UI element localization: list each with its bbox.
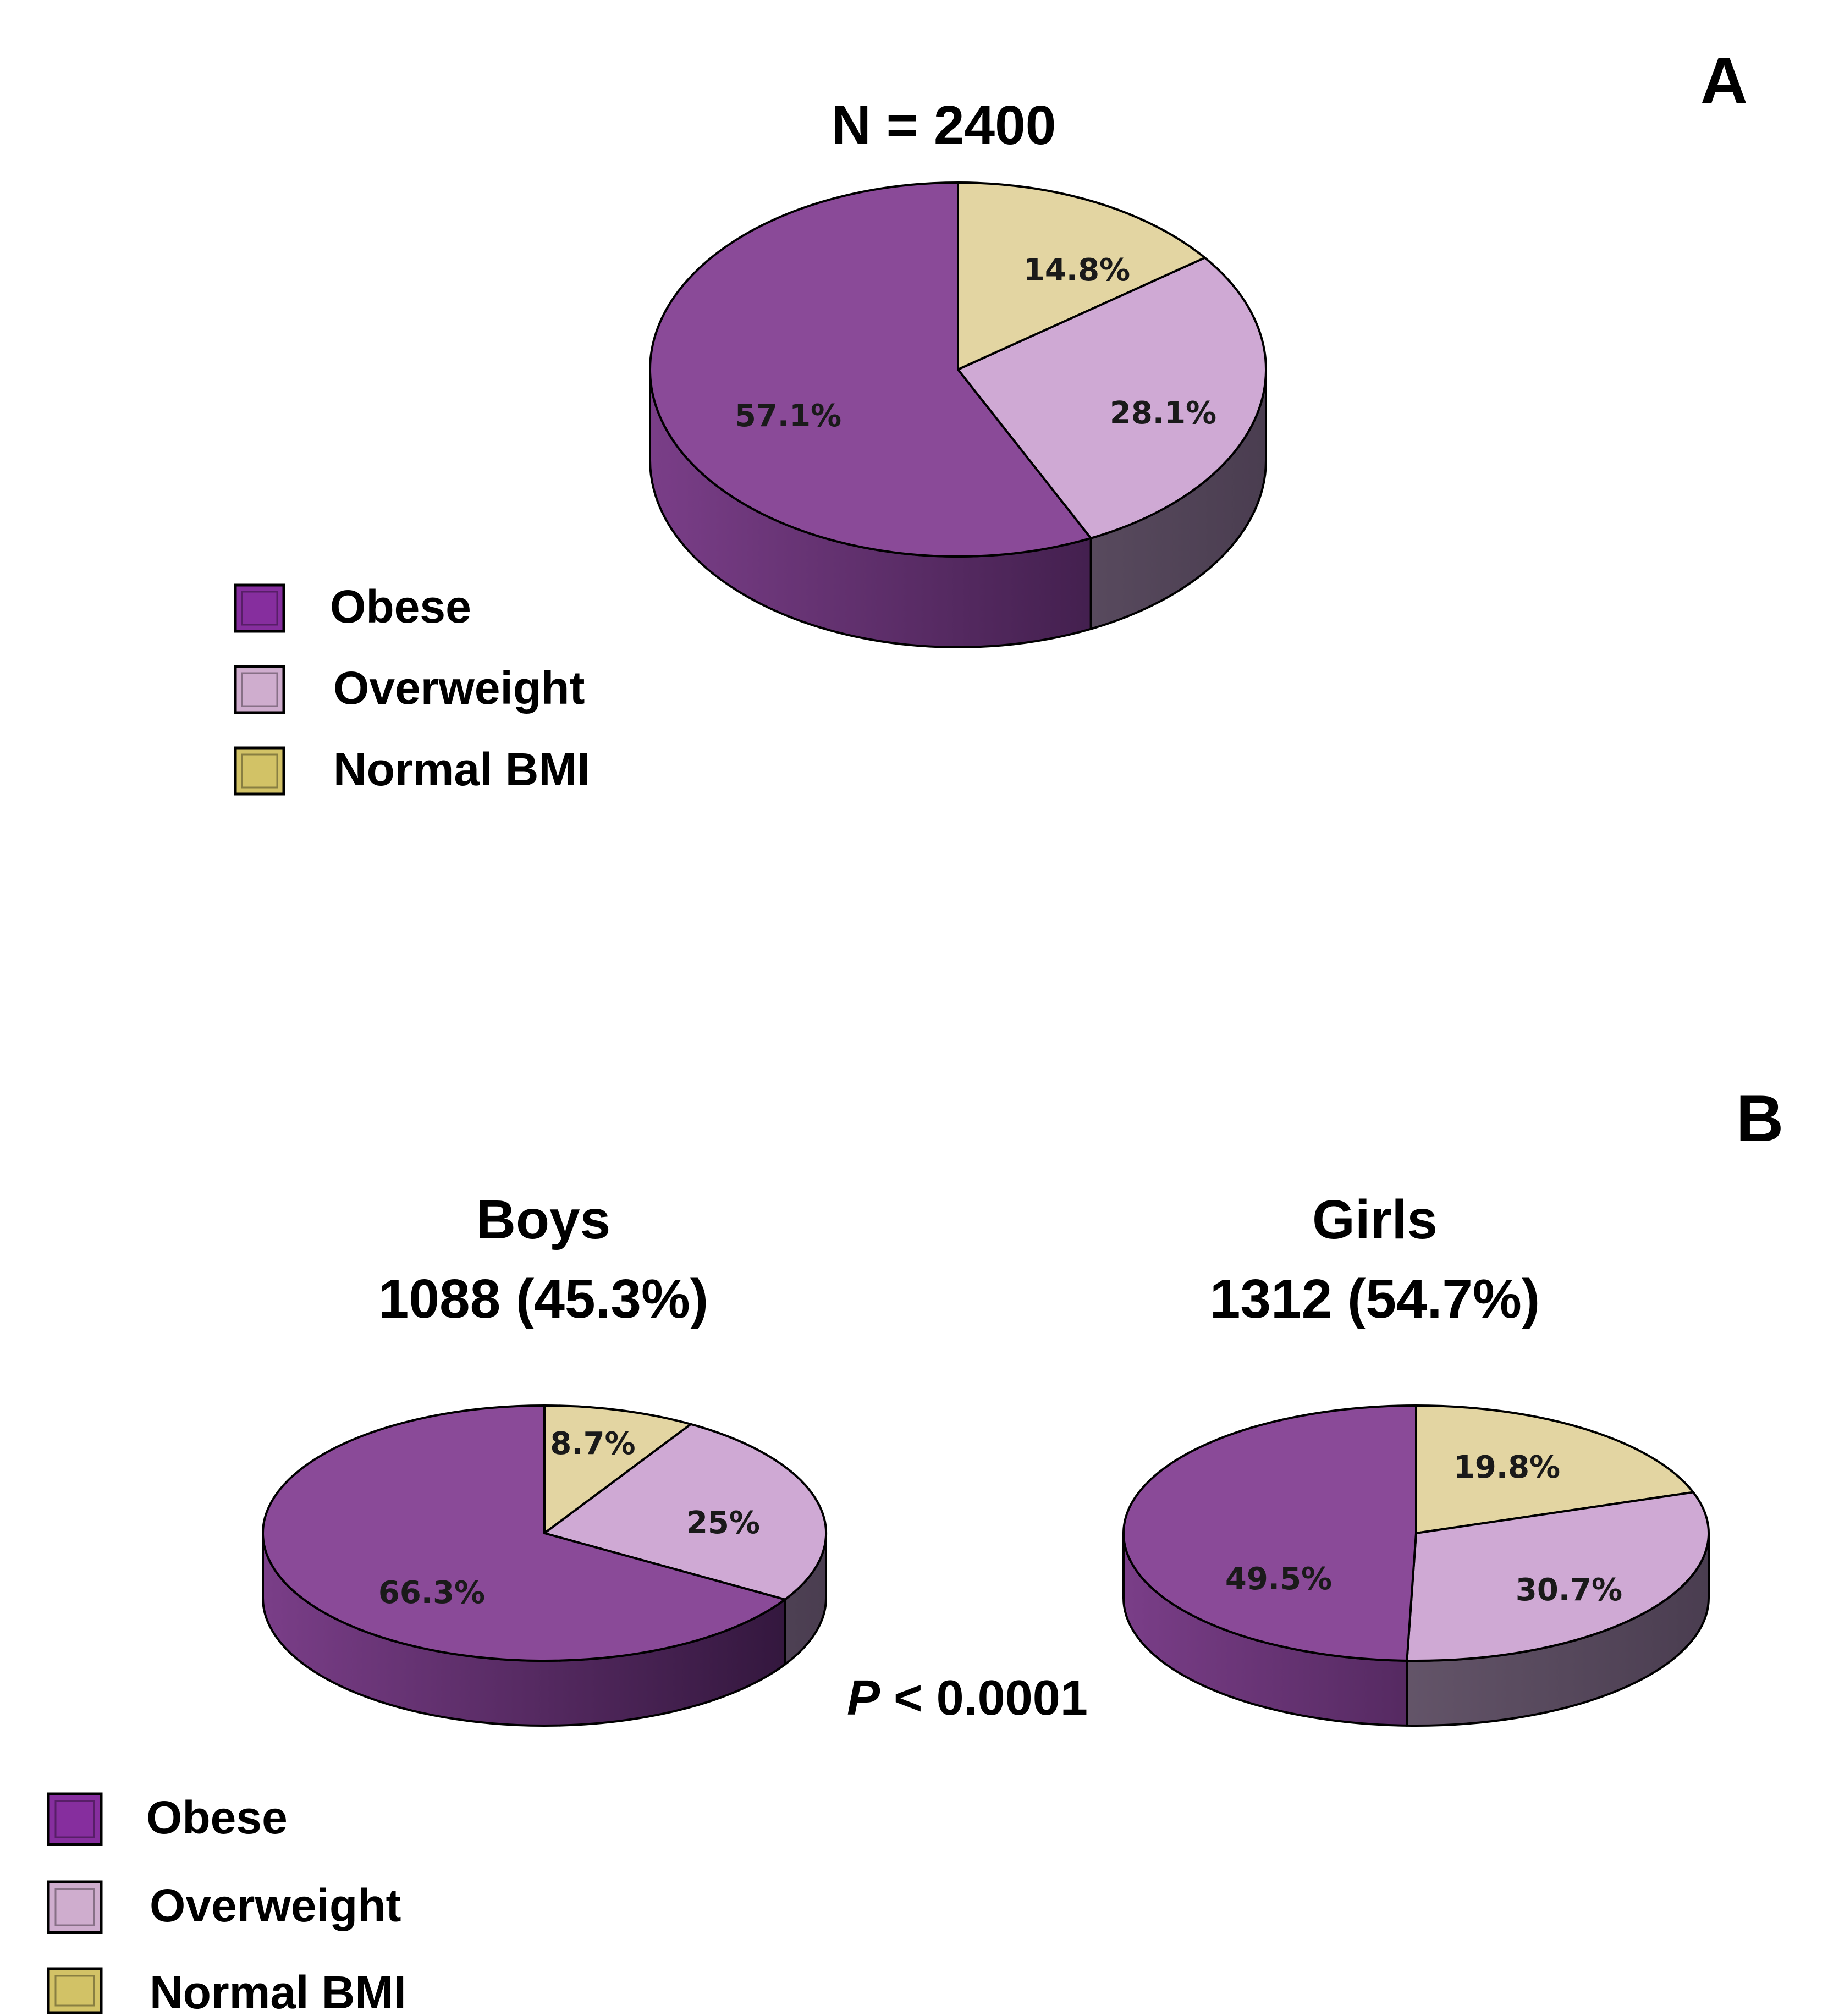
- chart-girls-subtitle: 1312 (54.7%): [1210, 1268, 1540, 1330]
- legend-label-overweight: Overweight: [150, 1880, 401, 1931]
- pie-boys-label-normal: 8.7%: [550, 1426, 635, 1462]
- legend-swatch-obese-bevel: [241, 591, 278, 626]
- chart-boys-title: Boys: [476, 1189, 611, 1251]
- legend-swatch-overweight-bevel: [54, 1888, 95, 1926]
- legend-b-obese: Obese: [47, 1792, 288, 1846]
- pie-girls-slice-overweight: [1406, 1491, 1710, 1662]
- legend-swatch-overweight: [234, 665, 285, 714]
- legend-swatch-obese-bevel: [54, 1800, 95, 1838]
- legend-swatch-obese: [47, 1792, 103, 1846]
- pie-overall-slice-normal: [957, 181, 1206, 371]
- pie-chart-overall: 14.8% 28.1% 57.1%: [649, 181, 1267, 648]
- pie-boys-slice-overweight: [543, 1423, 827, 1601]
- legend-a: Obese Overweight Normal BMI: [234, 581, 590, 796]
- chart-girls-title: Girls: [1312, 1189, 1438, 1251]
- pie-overall-label-normal: 14.8%: [1023, 252, 1130, 288]
- pie-girls-slice-normal: [1415, 1404, 1694, 1534]
- p-value-symbol: P: [847, 1671, 880, 1726]
- panel-letter-b: B: [1736, 1082, 1784, 1155]
- pie-girls-label-obese: 49.5%: [1225, 1561, 1332, 1597]
- legend-swatch-overweight: [47, 1880, 103, 1934]
- legend-b: Obese Overweight Normal BMI: [47, 1792, 406, 2016]
- pie-boys-slice-normal: [543, 1404, 692, 1534]
- legend-b-overweight: Overweight: [47, 1880, 401, 1934]
- legend-label-obese: Obese: [330, 581, 471, 632]
- legend-swatch-normal-bevel: [54, 1975, 95, 2007]
- p-value: P < 0.0001: [847, 1671, 1088, 1726]
- pie-chart-girls: 19.8% 30.7% 49.5%: [1122, 1404, 1710, 1727]
- legend-label-normal: Normal BMI: [150, 1967, 406, 2016]
- legend-label-normal: Normal BMI: [333, 743, 590, 795]
- legend-b-normal: Normal BMI: [47, 1967, 406, 2016]
- pie-overall-label-obese: 57.1%: [735, 398, 841, 434]
- legend-a-normal: Normal BMI: [234, 743, 590, 796]
- pie-overall-label-overweight: 28.1%: [1110, 395, 1216, 431]
- pie-chart-boys: 8.7% 25% 66.3%: [262, 1404, 827, 1727]
- legend-swatch-obese: [234, 583, 285, 633]
- legend-a-overweight: Overweight: [234, 662, 585, 714]
- legend-swatch-normal: [234, 746, 285, 796]
- pie-boys-label-obese: 66.3%: [378, 1575, 485, 1611]
- chart-boys-subtitle: 1088 (45.3%): [378, 1268, 708, 1330]
- legend-swatch-normal-bevel: [241, 753, 278, 789]
- pie-girls-slice-obese: [1122, 1404, 1417, 1662]
- legend-swatch-normal: [47, 1967, 103, 2014]
- pie-overall-slice-overweight: [957, 256, 1267, 539]
- pie-girls-label-normal: 19.8%: [1453, 1450, 1560, 1485]
- pie-girls-label-overweight: 30.7%: [1516, 1572, 1622, 1608]
- legend-label-overweight: Overweight: [333, 662, 585, 714]
- legend-label-obese: Obese: [146, 1792, 288, 1843]
- pie-boys-slice-obese: [262, 1404, 786, 1662]
- legend-a-obese: Obese: [234, 581, 471, 633]
- chart-a-title: N = 2400: [832, 95, 1056, 156]
- p-value-text: < 0.0001: [880, 1671, 1088, 1726]
- panel-letter-a: A: [1700, 44, 1748, 118]
- pie-overall-slice-obese: [649, 181, 1092, 558]
- legend-swatch-overweight-bevel: [241, 672, 278, 707]
- pie-boys-label-overweight: 25%: [686, 1505, 760, 1541]
